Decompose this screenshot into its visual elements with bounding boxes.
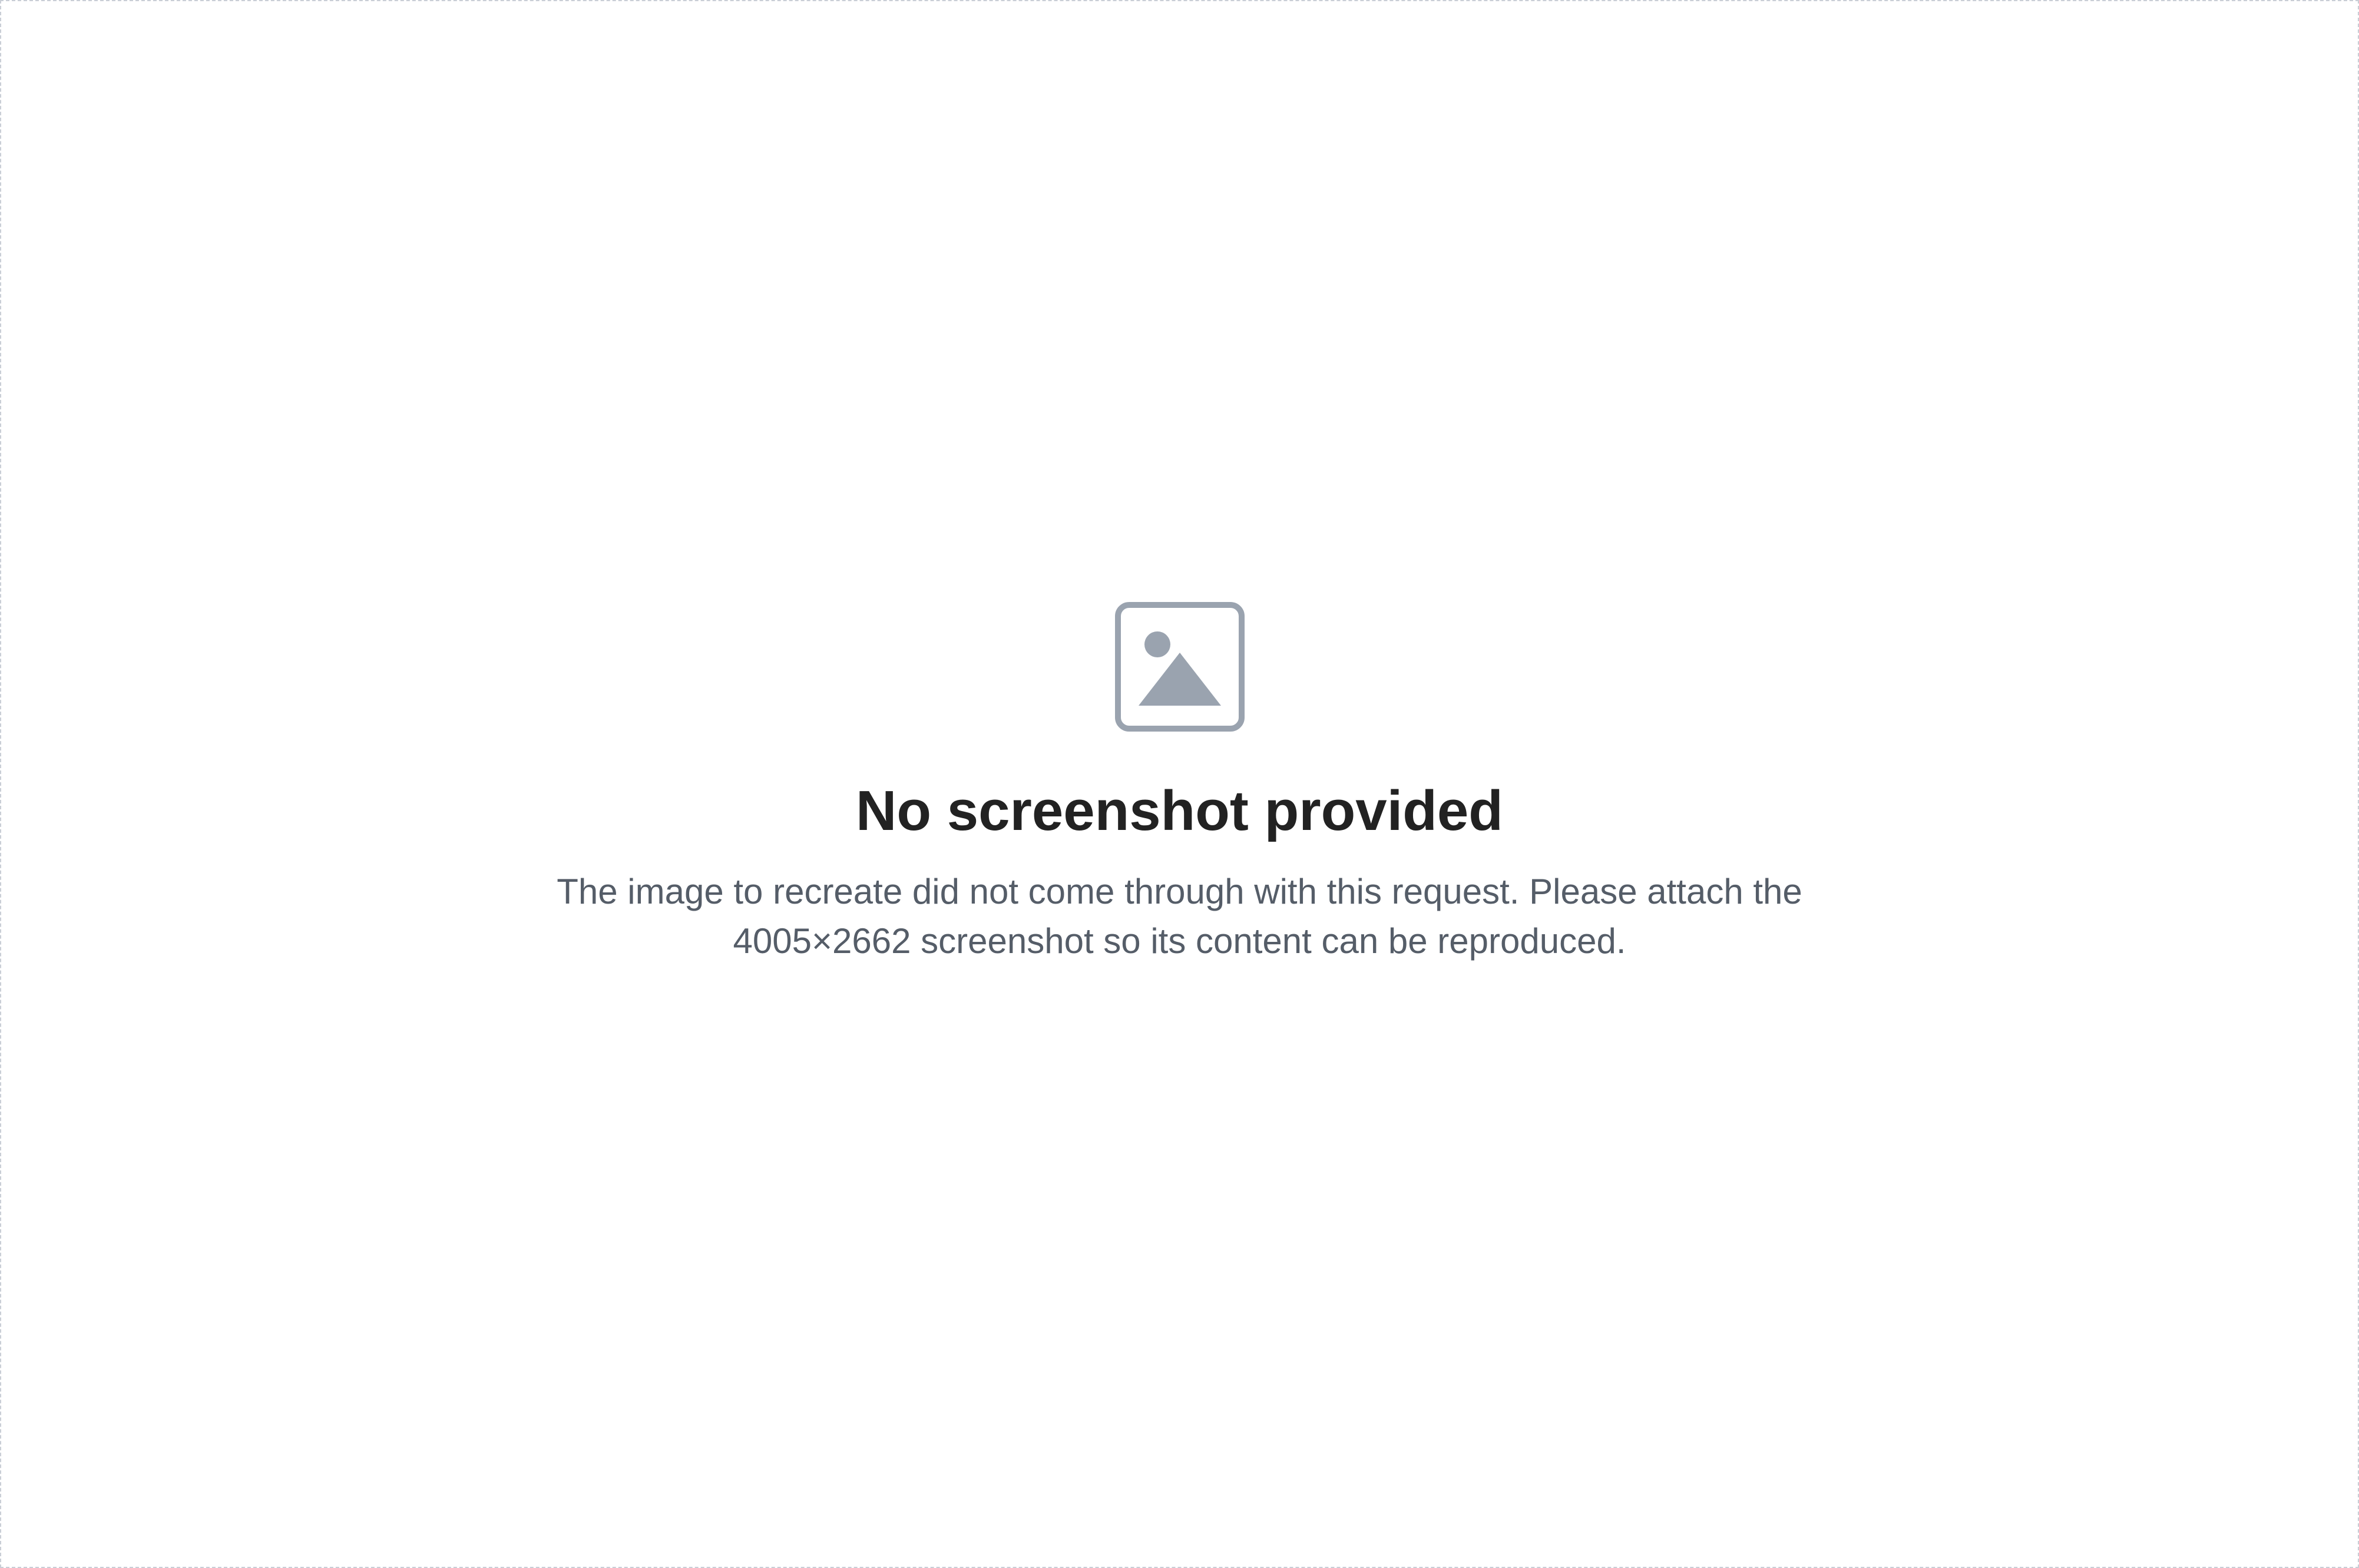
- notice-title: No screenshot provided: [856, 779, 1503, 842]
- image-icon: [1114, 602, 1245, 732]
- missing-image-notice: No screenshot provided The image to recr…: [473, 602, 1887, 966]
- notice-body: The image to recreate did not come throu…: [557, 872, 1802, 961]
